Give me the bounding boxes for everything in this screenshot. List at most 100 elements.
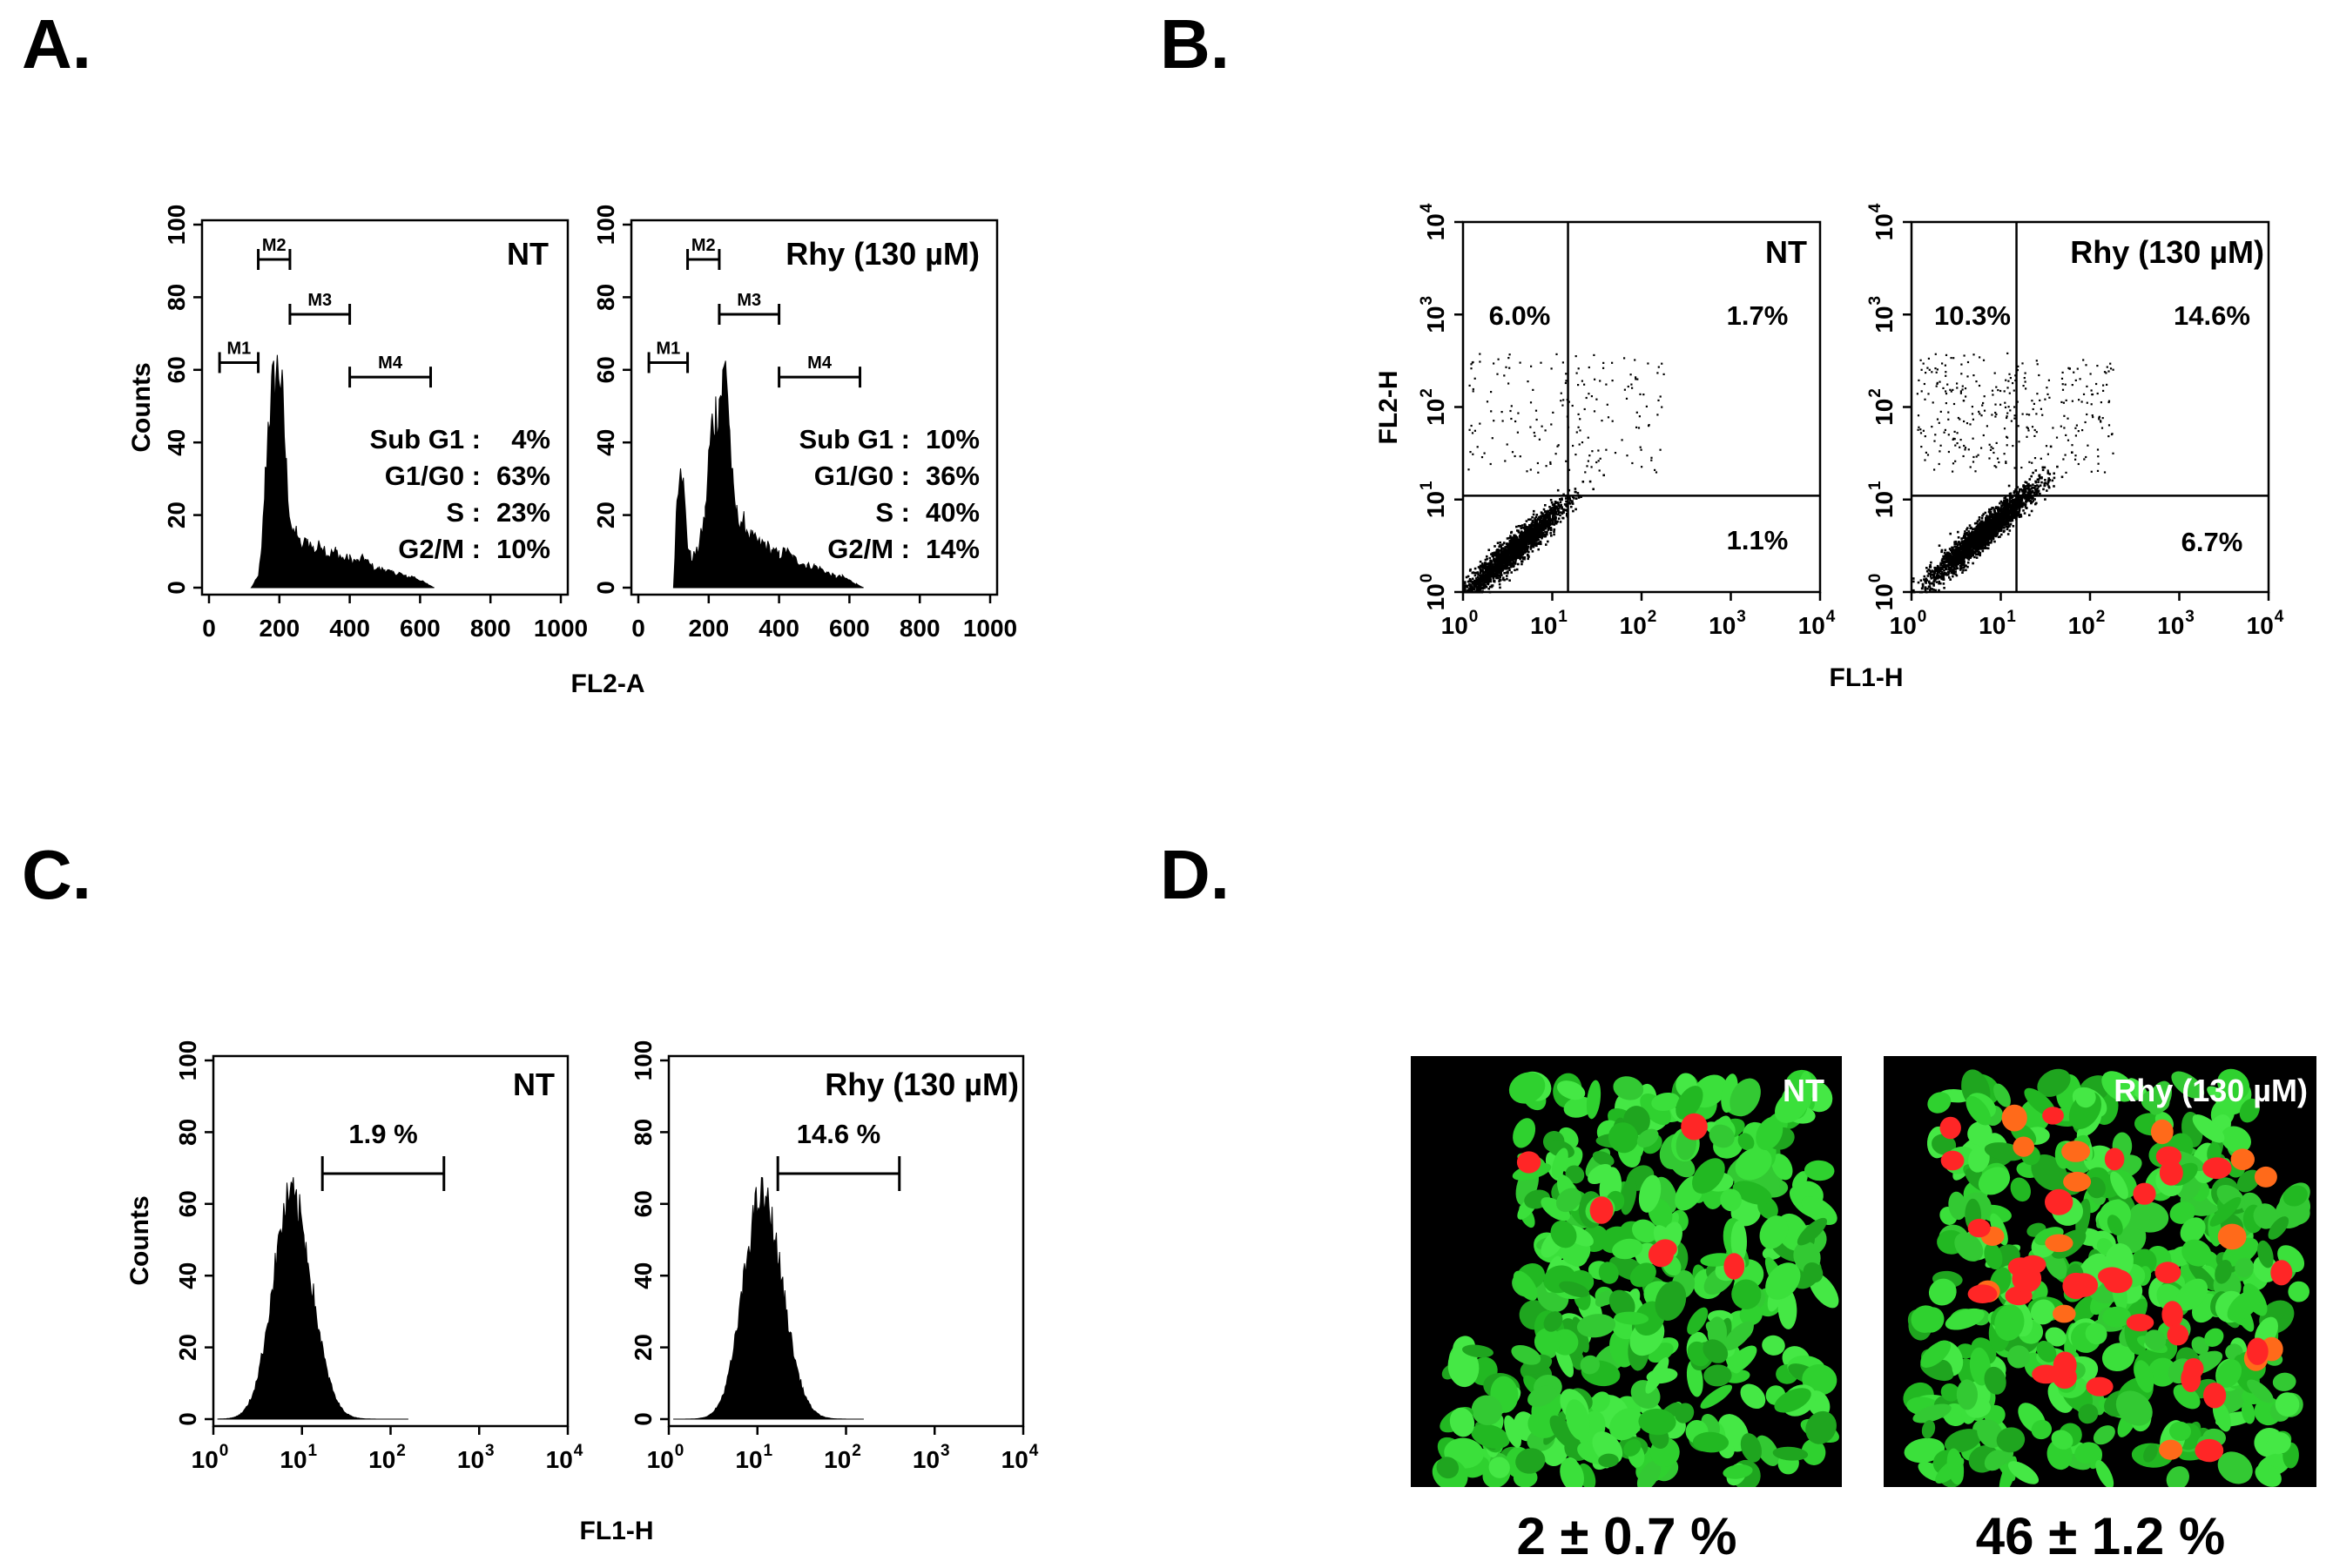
scatter-point bbox=[1512, 537, 1514, 540]
scatter-point bbox=[1921, 582, 1925, 586]
x-tick-label: 400 bbox=[759, 615, 799, 642]
scatter-point bbox=[1924, 587, 1926, 590]
scatter-point bbox=[1944, 548, 1947, 552]
scatter-point bbox=[1961, 571, 1964, 574]
scatter-point bbox=[2003, 500, 2006, 502]
scatter-point bbox=[1477, 581, 1480, 583]
scatter-point bbox=[1956, 562, 1959, 564]
scatter-point bbox=[2027, 487, 2030, 489]
scatter-point bbox=[1487, 565, 1491, 568]
scatter-point bbox=[1568, 497, 1571, 501]
scatter-point bbox=[1995, 512, 1998, 515]
scatter-point bbox=[1999, 522, 2002, 525]
scatter-point bbox=[2025, 481, 2028, 484]
scatter-point bbox=[1526, 533, 1528, 536]
scatter-point bbox=[1502, 549, 1505, 553]
scatter-point bbox=[2033, 492, 2036, 495]
scatter-point bbox=[1487, 577, 1490, 581]
scatter-point bbox=[1473, 590, 1476, 594]
scatter-point bbox=[1500, 548, 1503, 552]
scatter-point bbox=[1516, 548, 1520, 551]
scatter-point bbox=[1581, 481, 1585, 483]
scatter-point bbox=[1951, 555, 1954, 558]
scatter-point bbox=[1962, 569, 1965, 572]
scatter-point bbox=[1523, 556, 1527, 559]
scatter-point bbox=[1527, 535, 1530, 537]
scatter-point bbox=[1973, 522, 1977, 525]
scatter-point bbox=[1483, 571, 1486, 575]
scatter-point bbox=[1523, 526, 1527, 528]
scatter-point bbox=[1549, 507, 1553, 510]
scatter-point bbox=[1611, 361, 1614, 364]
scatter-point bbox=[1997, 510, 2000, 514]
scatter-point bbox=[1516, 431, 1519, 434]
scatter-point bbox=[1510, 549, 1513, 553]
scatter-point bbox=[1960, 553, 1963, 556]
scatter-point bbox=[1948, 567, 1952, 569]
scatter-point bbox=[2039, 476, 2041, 480]
scatter-point bbox=[2033, 485, 2037, 488]
scatter-point bbox=[1513, 564, 1515, 568]
scatter-point bbox=[1485, 586, 1488, 589]
scatter-point bbox=[1611, 380, 1614, 382]
scatter-point bbox=[1544, 530, 1547, 534]
scatter-point bbox=[1599, 457, 1601, 460]
scatter-point bbox=[1584, 471, 1587, 474]
scatter-point bbox=[1642, 394, 1645, 396]
scatter-point bbox=[2005, 525, 2007, 528]
scatter-point bbox=[1963, 542, 1966, 546]
scatter-point bbox=[1989, 536, 1992, 539]
scatter-point bbox=[1511, 562, 1514, 565]
scatter-point bbox=[2007, 516, 2011, 520]
scatter-point bbox=[1490, 574, 1493, 576]
scatter-point bbox=[1933, 571, 1936, 574]
scatter-point bbox=[1944, 553, 1947, 556]
scatter-point bbox=[1985, 516, 1987, 520]
scatter-point bbox=[1524, 538, 1527, 542]
scatter-point bbox=[1942, 576, 1945, 580]
scatter-point bbox=[1978, 542, 1981, 545]
scatter-point bbox=[2007, 522, 2010, 526]
scatter-point bbox=[1498, 564, 1500, 567]
scatter-point bbox=[1542, 508, 1546, 511]
scatter-point bbox=[2027, 497, 2030, 500]
scatter-point bbox=[1494, 560, 1497, 562]
scatter-point bbox=[1474, 590, 1477, 594]
scatter-point bbox=[1999, 509, 2003, 513]
scatter-point bbox=[2013, 515, 2016, 517]
scatter-point bbox=[1541, 519, 1545, 522]
scatter-point bbox=[1494, 569, 1497, 573]
scatter-point bbox=[1928, 566, 1932, 569]
scatter-point bbox=[1554, 517, 1557, 521]
scatter-point bbox=[2034, 488, 2038, 492]
scatter-point bbox=[1562, 399, 1565, 401]
scatter-point bbox=[1568, 502, 1572, 505]
scatter-point bbox=[1990, 508, 1992, 511]
scatter-point bbox=[1635, 378, 1637, 380]
scatter-point bbox=[1549, 510, 1553, 513]
scatter-point bbox=[1634, 359, 1636, 361]
scatter-point bbox=[1512, 558, 1515, 561]
scatter-point bbox=[1955, 574, 1959, 577]
scatter-point bbox=[1523, 536, 1527, 540]
scatter-point bbox=[1490, 562, 1493, 564]
scatter-point bbox=[1952, 570, 1956, 573]
scatter-point bbox=[1479, 569, 1482, 572]
scatter-point bbox=[1577, 413, 1580, 415]
scatter-point bbox=[1986, 547, 1990, 550]
scatter-point bbox=[1505, 551, 1507, 554]
scatter-point bbox=[1530, 522, 1534, 525]
scatter-point bbox=[1982, 540, 1985, 542]
scatter-point bbox=[1507, 567, 1511, 569]
phase-value: 36% bbox=[926, 461, 980, 491]
scatter-point bbox=[1473, 429, 1476, 432]
scatter-point bbox=[1548, 523, 1552, 527]
scatter-point bbox=[2036, 487, 2040, 490]
scatter-point bbox=[2006, 528, 2009, 531]
scatter-point bbox=[1940, 559, 1944, 562]
scatter-point bbox=[1661, 406, 1663, 408]
scatter-point bbox=[1559, 514, 1561, 517]
scatter-point bbox=[1473, 583, 1476, 587]
scatter-point bbox=[1993, 510, 1996, 513]
scatter-point bbox=[1574, 488, 1577, 490]
